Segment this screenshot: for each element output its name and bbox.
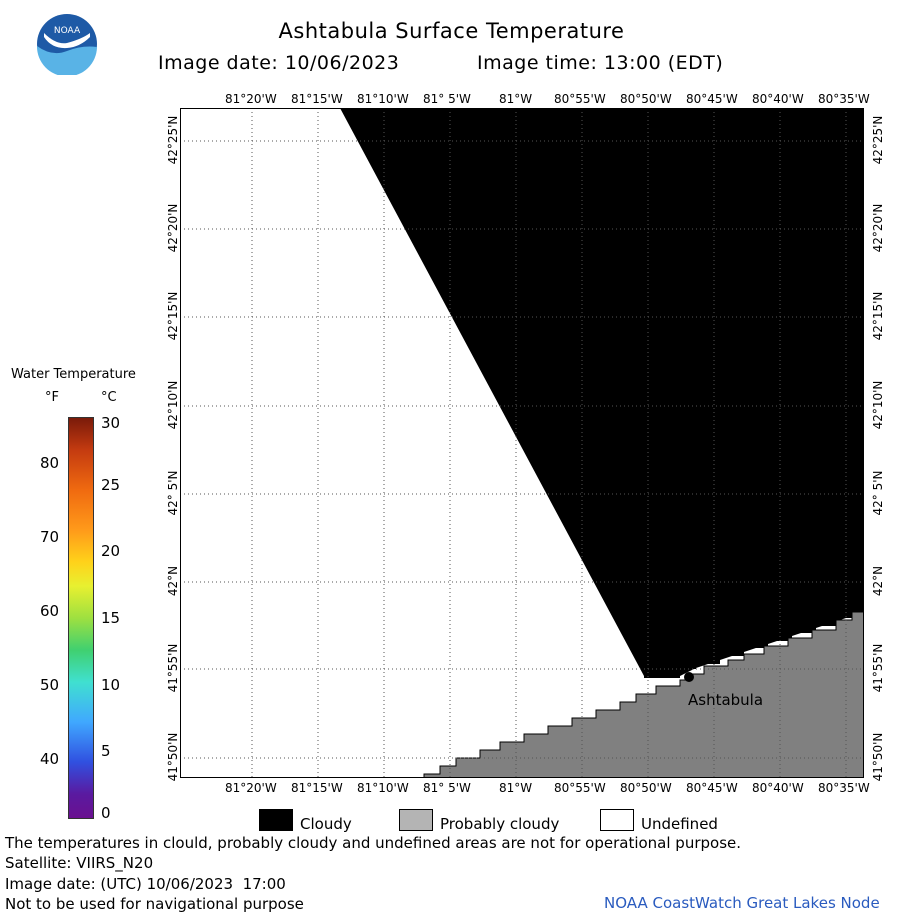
scale-c-tick: 5 (101, 742, 111, 760)
temperature-colorbar (68, 417, 94, 819)
page-title: Ashtabula Surface Temperature (278, 19, 625, 43)
scale-c-tick: 25 (101, 476, 121, 494)
legend-swatch-probably-cloudy (399, 809, 433, 831)
lon-tick: 81°W (499, 92, 533, 106)
lon-tick: 81°20'W (225, 92, 277, 106)
legend-label-cloudy: Cloudy (300, 815, 352, 833)
logo-text: NOAA (54, 26, 81, 36)
land-area (423, 611, 865, 779)
lon-tick: 81°W (499, 781, 533, 795)
footer-nav-warning: Not to be used for navigational purpose (5, 895, 304, 913)
lat-tick: 42°25'N (166, 115, 180, 165)
lat-tick: 42° 5'N (871, 470, 885, 516)
ashtabula-marker (684, 672, 694, 682)
scale-c-tick: 20 (101, 542, 121, 560)
lon-tick: 81° 5'W (423, 781, 471, 795)
map-panel (180, 108, 865, 779)
lat-tick: 41°50'N (166, 732, 180, 782)
footer-note: The temperatures in clould, probably clo… (5, 834, 742, 852)
lon-tick: 80°45'W (686, 781, 738, 795)
lat-tick: 42°25'N (871, 115, 885, 165)
map-frame (180, 108, 864, 778)
scale-c-header: °C (101, 390, 117, 405)
lat-tick: 42°15'N (166, 291, 180, 341)
lat-tick: 41°55'N (871, 643, 885, 693)
image-time-label: Image time: 13:00 (EDT) (477, 52, 724, 74)
map-canvas (180, 108, 865, 779)
lon-tick: 81° 5'W (423, 92, 471, 106)
lat-tick: 42°10'N (871, 380, 885, 430)
lon-tick: 80°35'W (818, 92, 870, 106)
image-date-label: Image date: 10/06/2023 (158, 52, 400, 74)
lon-tick: 81°10'W (357, 92, 409, 106)
lat-tick: 42°N (871, 565, 885, 597)
lat-tick: 42°N (166, 565, 180, 597)
lat-tick: 41°50'N (871, 732, 885, 782)
lat-tick: 42°20'N (166, 203, 180, 253)
lat-tick: 42° 5'N (166, 470, 180, 516)
lon-tick: 81°15'W (291, 781, 343, 795)
scale-f-tick: 70 (40, 528, 60, 546)
legend-swatch-undefined (600, 809, 634, 831)
scale-f-tick: 50 (40, 676, 60, 694)
scale-c-tick: 0 (101, 804, 111, 822)
scale-title: Water Temperature (11, 367, 136, 382)
lon-tick: 80°55'W (554, 781, 606, 795)
scale-c-tick: 30 (101, 414, 121, 432)
scale-f-tick: 80 (40, 454, 60, 472)
lon-tick: 80°35'W (818, 781, 870, 795)
lon-tick: 80°50'W (620, 92, 672, 106)
lon-tick: 81°20'W (225, 781, 277, 795)
scale-c-tick: 10 (101, 676, 121, 694)
legend-label-probably-cloudy: Probably cloudy (440, 815, 560, 833)
footer-satellite: Satellite: VIIRS_N20 (5, 854, 154, 872)
lat-tick: 41°55'N (166, 643, 180, 693)
lon-tick: 80°40'W (752, 92, 804, 106)
scale-f-tick: 40 (40, 750, 60, 768)
cloud-area-main (340, 108, 864, 676)
footer-utc-date: Image date: (UTC) 10/06/2023 17:00 (5, 875, 286, 893)
lon-tick: 81°10'W (357, 781, 409, 795)
footer-credit: NOAA CoastWatch Great Lakes Node (604, 894, 880, 912)
legend-label-undefined: Undefined (641, 815, 718, 833)
lon-tick: 80°45'W (686, 92, 738, 106)
noaa-logo: NOAA (36, 13, 98, 77)
lon-tick: 80°40'W (752, 781, 804, 795)
place-label-ashtabula: Ashtabula (688, 691, 764, 709)
legend-swatch-cloudy (259, 809, 293, 831)
lat-tick: 42°20'N (871, 203, 885, 253)
scale-f-header: °F (45, 390, 59, 405)
scale-f-tick: 60 (40, 602, 60, 620)
lat-tick: 42°10'N (166, 380, 180, 430)
lon-tick: 80°55'W (554, 92, 606, 106)
lon-tick: 81°15'W (291, 92, 343, 106)
lat-tick: 42°15'N (871, 291, 885, 341)
scale-c-tick: 15 (101, 609, 121, 627)
lon-tick: 80°50'W (620, 781, 672, 795)
